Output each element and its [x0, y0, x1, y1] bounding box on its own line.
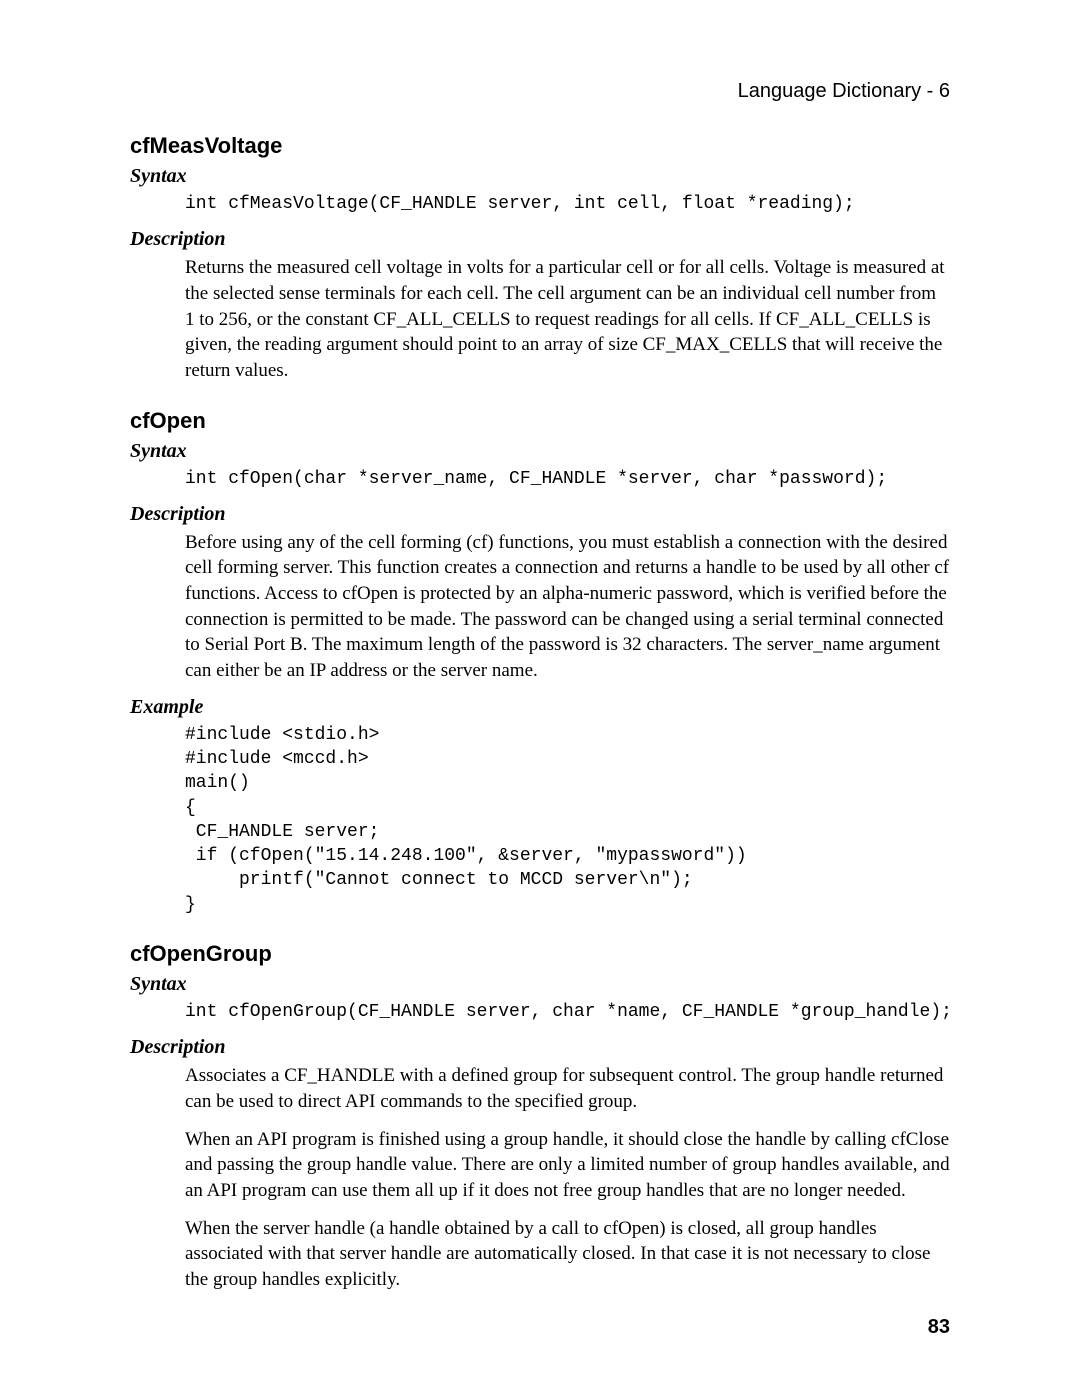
description-paragraph: Associates a CF_HANDLE with a defined gr…: [185, 1063, 950, 1114]
syntax-heading: Syntax: [130, 165, 950, 188]
description-heading: Description: [130, 228, 950, 251]
syntax-code: int cfOpenGroup(CF_HANDLE server, char *…: [185, 1000, 950, 1024]
description-paragraph: Before using any of the cell forming (cf…: [185, 530, 950, 684]
function-title-cfmeasvoltage: cfMeasVoltage: [130, 133, 950, 159]
description-paragraph: When an API program is finished using a …: [185, 1127, 950, 1204]
function-title-cfopen: cfOpen: [130, 408, 950, 434]
description-paragraph: When the server handle (a handle obtaine…: [185, 1216, 950, 1293]
syntax-heading: Syntax: [130, 973, 950, 996]
function-title-cfopengroup: cfOpenGroup: [130, 941, 950, 967]
syntax-heading: Syntax: [130, 440, 950, 463]
page-header: Language Dictionary - 6: [130, 80, 950, 103]
description-paragraph: Returns the measured cell voltage in vol…: [185, 255, 950, 383]
example-code: #include <stdio.h> #include <mccd.h> mai…: [185, 723, 950, 917]
page-content: Language Dictionary - 6 cfMeasVoltage Sy…: [0, 0, 1080, 1364]
description-heading: Description: [130, 1036, 950, 1059]
syntax-code: int cfMeasVoltage(CF_HANDLE server, int …: [185, 192, 950, 216]
example-heading: Example: [130, 696, 950, 719]
syntax-code: int cfOpen(char *server_name, CF_HANDLE …: [185, 467, 950, 491]
page-number: 83: [928, 1316, 950, 1339]
description-heading: Description: [130, 503, 950, 526]
